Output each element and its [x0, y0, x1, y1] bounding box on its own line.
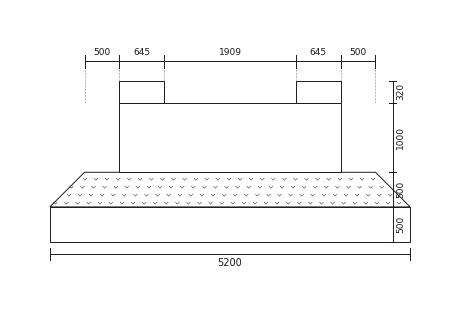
- Text: 500: 500: [93, 48, 110, 57]
- Text: 1000: 1000: [395, 126, 404, 149]
- Text: 5200: 5200: [217, 258, 242, 268]
- Bar: [119, 103, 340, 172]
- Bar: [296, 81, 340, 103]
- Text: 320: 320: [395, 83, 404, 100]
- Text: 500: 500: [395, 216, 404, 233]
- Text: 500: 500: [349, 48, 366, 57]
- Polygon shape: [50, 172, 409, 207]
- Text: 500: 500: [395, 181, 404, 198]
- Bar: [50, 207, 409, 241]
- Bar: [119, 81, 163, 103]
- Text: 645: 645: [133, 48, 150, 57]
- Text: 645: 645: [309, 48, 326, 57]
- Text: 1909: 1909: [218, 48, 241, 57]
